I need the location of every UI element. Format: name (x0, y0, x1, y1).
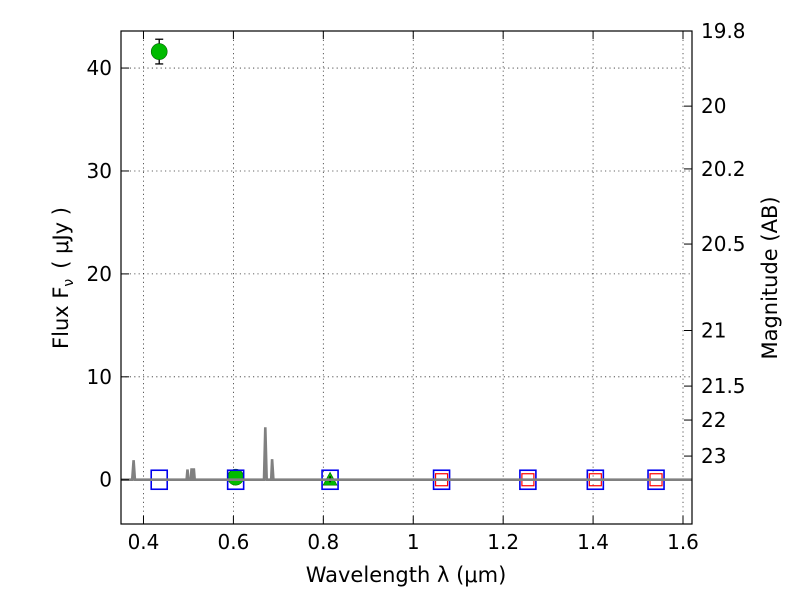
plot-frame (120, 30, 693, 525)
x-tick-label: 1.4 (577, 530, 609, 554)
y-tick-label: 0 (99, 468, 112, 492)
observed-flux-point (150, 43, 168, 60)
x-axis-label: Wavelength λ (μm) (306, 563, 507, 587)
model-spectrum-line (121, 427, 692, 482)
y2-axis-label: Magnitude (AB) (758, 196, 782, 359)
x-tick-label: 1.6 (667, 530, 699, 554)
y2-tick-label: 20.2 (701, 157, 746, 181)
data-layer (121, 38, 692, 491)
y2-tick-label: 19.8 (701, 19, 746, 43)
observed-flux-point (227, 468, 244, 486)
x-tick-label: 0.6 (217, 530, 249, 554)
x-tick-label: 0.8 (307, 530, 339, 554)
y-tick-label: 20 (87, 262, 112, 286)
x-tick-label: 1 (407, 530, 420, 554)
y2-tick-label: 21 (701, 319, 726, 343)
y-axis-label-unit: ( μJy ) (49, 207, 73, 269)
x-tick-label: 1.2 (487, 530, 519, 554)
y-tick-label: 10 (87, 365, 112, 389)
x-tick-label: 0.4 (128, 530, 160, 554)
y-tick-label: 40 (87, 56, 112, 80)
y2-tick-label: 21.5 (701, 374, 746, 398)
y2-tick-label: 23 (701, 444, 726, 468)
grid-layer (121, 31, 692, 524)
y2-tick-label: 20 (701, 94, 726, 118)
y-axis-label-sub: ν (61, 279, 77, 287)
y-axis-label-main: Flux F (49, 287, 73, 349)
y2-tick-label: 20.5 (701, 232, 746, 256)
y-tick-label: 30 (87, 159, 112, 183)
y2-tick-label: 22 (701, 408, 726, 432)
tick-layer: 0.4 0.6 0.8 1 1.2 1.4 1.6 0 10 20 30 40 19.8 20 20.2 20… (87, 19, 746, 554)
y-axis-label: Flux Fν ( μJy ) (49, 207, 77, 349)
